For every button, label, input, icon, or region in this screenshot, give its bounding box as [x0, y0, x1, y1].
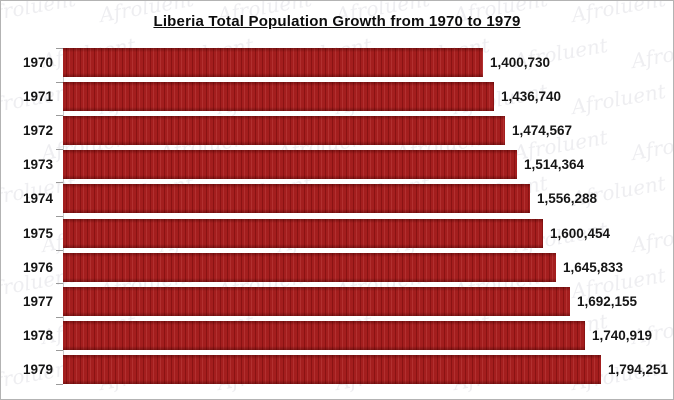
- bar-row: 1974 1,556,288: [1, 184, 673, 214]
- bar-row: 1978 1,740,919: [1, 320, 673, 350]
- bar-track: 1,514,364: [63, 150, 673, 180]
- bar-row: 1975 1,600,454: [1, 218, 673, 248]
- bar-track: 1,600,454: [63, 218, 673, 248]
- bar-row: 1971 1,436,740: [1, 82, 673, 112]
- bar: [63, 286, 570, 316]
- bar-track: 1,740,919: [63, 320, 673, 350]
- axis-tick: [56, 316, 63, 318]
- axis-tick: [56, 283, 63, 285]
- axis-tick: [56, 350, 63, 352]
- value-label: 1,400,730: [490, 55, 551, 70]
- bar-row: 1979 1,794,251: [1, 354, 673, 384]
- value-label: 1,474,567: [512, 123, 573, 139]
- axis-tick: [56, 148, 63, 150]
- category-label: 1975: [22, 225, 53, 241]
- value-label: 1,514,364: [524, 157, 585, 173]
- value-label: 1,740,919: [592, 327, 653, 343]
- category-label: 1977: [22, 293, 53, 309]
- bar-track: 1,474,567: [63, 116, 673, 146]
- value-label: 1,436,740: [501, 89, 562, 105]
- bar: [63, 48, 483, 77]
- category-label: 1972: [22, 123, 53, 139]
- bar-track: 1,645,833: [63, 252, 673, 282]
- bar-track: 1,692,155: [63, 286, 673, 316]
- category-label: 1978: [22, 327, 53, 343]
- bar-row: 1970 1,400,730: [1, 48, 673, 77]
- value-label: 1,794,251: [608, 361, 669, 377]
- bar: [63, 354, 601, 384]
- axis-tick: [56, 115, 63, 117]
- bar: [63, 150, 517, 180]
- value-label: 1,645,833: [563, 259, 624, 275]
- bar: [63, 320, 585, 350]
- value-label: 1,600,454: [550, 225, 611, 241]
- bar: [63, 218, 543, 248]
- chart-title: Liberia Total Population Growth from 197…: [153, 13, 521, 30]
- category-label: 1979: [22, 361, 53, 377]
- axis-tick: [56, 48, 63, 49]
- category-label: 1974: [22, 191, 53, 207]
- bar-row: 1973 1,514,364: [1, 150, 673, 180]
- bar-row: 1972 1,474,567: [1, 116, 673, 146]
- bar-track: 1,400,730: [63, 48, 673, 77]
- bar: [63, 184, 530, 214]
- bar-track: 1,556,288: [63, 184, 673, 214]
- bar: [63, 252, 556, 282]
- axis-tick: [56, 384, 63, 385]
- bar-rows: 1970 1,400,730 1971 1,436,740 1972 1,474,567 1…: [1, 48, 673, 385]
- category-label: 1971: [22, 89, 53, 105]
- axis-tick: [56, 249, 63, 251]
- axis-tick: [56, 81, 63, 83]
- axis-tick: [56, 182, 63, 184]
- bar: [63, 82, 494, 112]
- value-label: 1,692,155: [577, 293, 638, 309]
- bar-row: 1977 1,692,155: [1, 286, 673, 316]
- category-label: 1976: [22, 259, 53, 275]
- category-label: 1973: [22, 157, 53, 173]
- bar-track: 1,794,251: [63, 354, 673, 384]
- bar-row: 1976 1,645,833: [1, 252, 673, 282]
- value-label: 1,556,288: [537, 191, 598, 207]
- category-label: 1970: [22, 55, 53, 70]
- axis-tick: [56, 216, 63, 217]
- bar-chart: 1970 1,400,730 1971 1,436,740 1972 1,474,567 1…: [1, 48, 673, 385]
- bar: [63, 116, 505, 146]
- bar-track: 1,436,740: [63, 82, 673, 112]
